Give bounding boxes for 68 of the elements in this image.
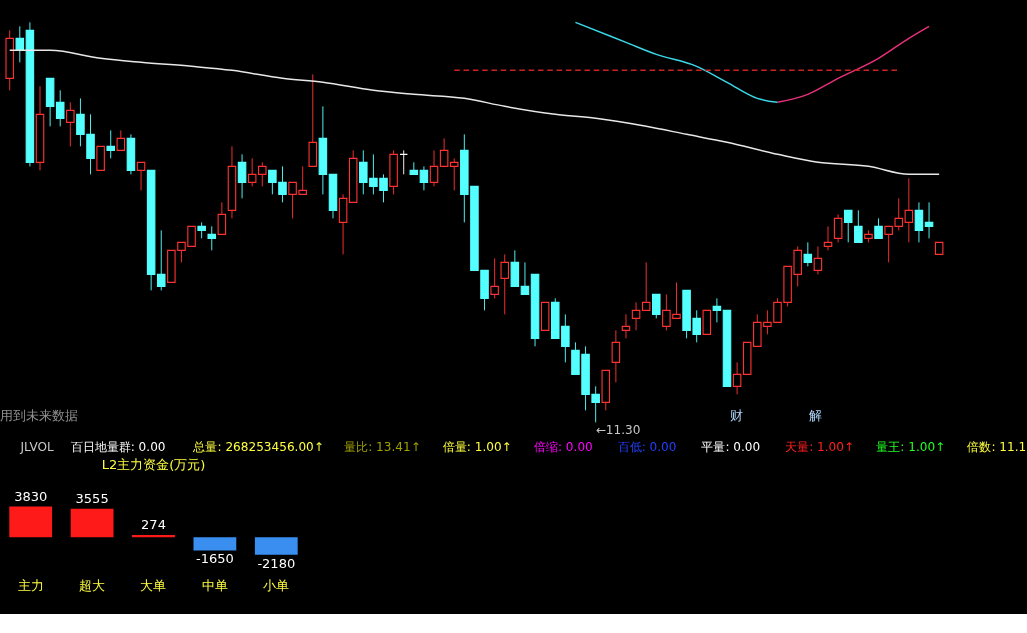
candlestick — [136, 161, 146, 191]
text: 倍量: 1.00↑ — [442, 440, 512, 455]
candlestick — [732, 361, 742, 395]
candlestick — [338, 193, 348, 255]
candlestick — [520, 261, 530, 295]
candlestick — [217, 201, 227, 235]
x-tick-label: 中单 — [201, 578, 228, 594]
candlestick — [449, 157, 459, 191]
candlestick — [55, 89, 65, 127]
candlestick — [652, 293, 661, 319]
x-tick-label: 主力 — [17, 578, 44, 594]
candlestick — [207, 225, 217, 251]
candlestick — [924, 201, 934, 239]
data-label: 274 — [141, 517, 166, 533]
bar — [9, 506, 53, 538]
candlestick — [641, 261, 651, 311]
candlestick — [66, 101, 75, 147]
chart-title: L2主力资金(万元) — [101, 457, 206, 473]
text: 总量: 268253456.00↑ — [192, 440, 324, 455]
candlestick — [611, 329, 621, 383]
candlestick — [843, 209, 853, 243]
text: JLVOL — [19, 440, 54, 455]
candlestick — [823, 225, 833, 251]
candlestick — [803, 241, 813, 267]
candlestick — [914, 201, 924, 243]
candlestick — [490, 257, 499, 299]
candlestick — [237, 153, 247, 199]
candlestick — [712, 297, 722, 323]
text: 百低: 0.00 — [617, 440, 677, 455]
candlestick — [854, 209, 863, 243]
candlestick — [510, 249, 520, 287]
candlestick — [500, 253, 510, 315]
candlestick — [631, 301, 641, 331]
data-label: -2180 — [257, 555, 296, 571]
annotation: 用到未来数据 — [0, 407, 78, 423]
text: 倍缩: 0.00 — [533, 440, 593, 455]
candlestick — [419, 165, 429, 191]
candlestick — [15, 25, 25, 63]
data-label: 3555 — [75, 491, 109, 507]
candlestick — [833, 213, 843, 243]
data-label: 3830 — [14, 488, 48, 504]
x-tick-label: 小单 — [263, 578, 290, 594]
x-tick-label: 超大 — [79, 578, 106, 594]
text: 量王: 1.00↑ — [876, 440, 946, 455]
data-label: -1650 — [195, 551, 234, 567]
annotation: 财 — [730, 407, 744, 423]
candlestick — [874, 217, 883, 239]
candlestick — [621, 313, 631, 339]
candlestick — [106, 129, 116, 159]
annotation: 解 — [809, 407, 823, 423]
candlestick — [439, 137, 449, 167]
text: 平量: 0.00 — [701, 440, 761, 455]
candlestick — [702, 309, 712, 335]
candlestick — [813, 245, 823, 275]
bar — [70, 508, 114, 538]
bar — [193, 537, 237, 551]
bar — [132, 535, 175, 538]
candlestick — [116, 129, 126, 151]
x-tick-label: 大单 — [140, 578, 167, 594]
bar — [254, 537, 298, 555]
text: 量比: 13.41↑ — [344, 440, 421, 455]
candlestick — [308, 73, 318, 167]
candlestick — [96, 145, 105, 171]
candlestick — [429, 149, 439, 187]
text: 百日地量群: 0.00 — [70, 440, 166, 455]
text: 倍数: 11.1 — [967, 440, 1027, 455]
text: ←11.30 — [595, 422, 641, 437]
text: 天量: 1.00↑ — [785, 440, 855, 455]
